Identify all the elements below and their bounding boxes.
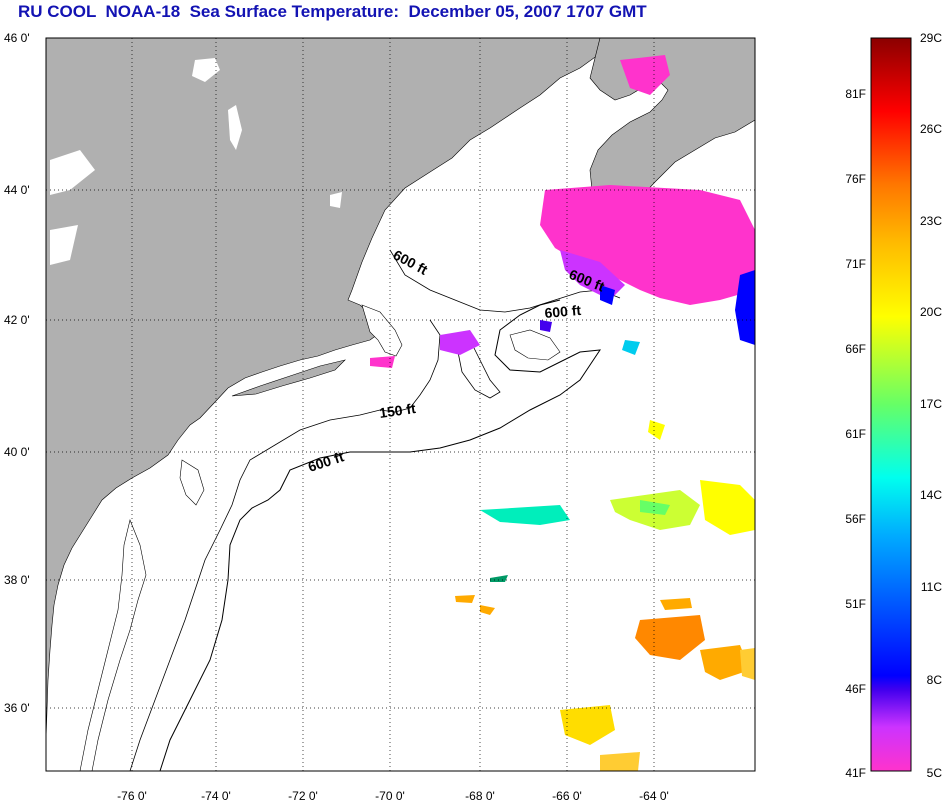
contour-georges [457,339,501,399]
contour-label: 600 ft [544,302,582,321]
colorbar-c-label: 23C [920,214,942,228]
lat-tick-label: 38 0' [4,573,30,587]
colorbar-c-label: 5C [927,766,943,780]
colorbar-c-label: 29C [920,31,942,45]
lon-tick-label: -64 0' [639,789,669,803]
cape-cod-coast [361,304,403,357]
colorbar-c-label: 8C [927,673,943,687]
map-frame [45,37,756,772]
colorbar-f-label: 56F [845,512,866,526]
lake [50,225,78,265]
long-island [231,359,346,397]
lat-tick-label: 40 0' [4,445,30,459]
contour-150ft [129,319,441,771]
contour-label: 150 ft [378,400,417,421]
colorbar-f-label: 61F [845,427,866,441]
lon-tick-label: -76 0' [117,789,147,803]
colorbar-f-label: 51F [845,597,866,611]
lat-tick-label: 42 0' [4,313,30,327]
colorbar-c-label: 14C [920,488,942,502]
lon-tick-label: -66 0' [552,789,582,803]
colorbar-f-label: 46F [845,682,866,696]
colorbar-c-label: 17C [920,397,942,411]
colorbar-c-label: 11C [921,580,942,594]
colorbar-f-label: 81F [845,87,866,101]
colorbar-f-label: 71F [845,257,866,271]
contour-600ft [159,299,602,771]
lon-tick-label: -68 0' [465,789,495,803]
lat-tick-label: 36 0' [4,701,30,715]
colorbar-f-label: 41F [845,766,866,780]
contour-georges-2 [509,329,561,361]
delaware-bay [179,459,205,506]
lake [50,150,95,195]
colorbar-f-label: 66F [845,342,866,356]
contour-gulf-maine [389,249,621,313]
lon-tick-label: -70 0' [375,789,405,803]
lake [228,105,242,150]
colorbar-c-label: 26C [920,122,942,136]
colorbar-c-label: 20C [920,305,942,319]
chesapeake-bay [79,519,147,771]
lon-tick-label: -72 0' [288,789,318,803]
lat-tick-label: 46 0' [4,31,30,45]
sst-patches [370,55,755,771]
lon-tick-label: -74 0' [201,789,231,803]
lat-tick-label: 44 0' [4,183,30,197]
temperature-colorbar [870,37,912,772]
lake [330,192,342,208]
colorbar-f-label: 76F [845,172,866,186]
map-title: RU COOL NOAA-18 Sea Surface Temperature:… [18,2,647,21]
lake [192,58,220,82]
